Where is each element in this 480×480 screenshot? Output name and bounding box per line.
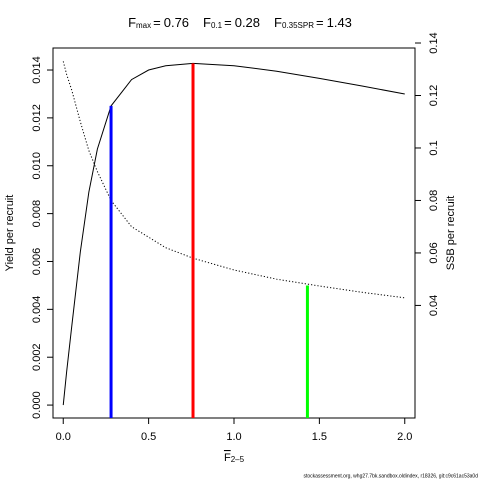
y-tick-label: 0.004: [31, 296, 43, 324]
y-tick-label: 0.010: [31, 152, 43, 180]
title-relation: =: [153, 15, 161, 30]
title-value: 1.43: [327, 15, 352, 30]
x-tick-label: 2.0: [397, 431, 412, 443]
title-relation: =: [316, 15, 324, 30]
x-tick-label: 1.0: [226, 431, 241, 443]
title-symbol: F: [274, 15, 282, 30]
x-tick-label: 0.0: [56, 431, 71, 443]
chart-title: Fmax = 0.76 F0.1 = 0.28 F0.35SPR = 1.43: [128, 15, 352, 30]
footer: stockassessment.org, whg27.7bk.sandbox.o…: [303, 473, 478, 479]
title-symbol: F: [203, 15, 211, 30]
y2-tick-label: 0.1: [428, 140, 440, 155]
y-axis-label: Yield per recruit: [4, 195, 16, 272]
y2-tick-label: 0.12: [428, 85, 440, 106]
y-tick-label: 0.008: [31, 200, 43, 228]
title-subscript: 0.1: [211, 21, 223, 30]
title-value: 0.28: [235, 15, 260, 30]
y2-tick-label: 0.08: [428, 190, 440, 211]
x-label-symbol: F: [224, 452, 231, 464]
title-relation: =: [224, 15, 232, 30]
plot-box: [52, 47, 416, 419]
y2-axis-label: SSB per recruit: [445, 196, 457, 271]
title-subscript: 0.35SPR: [282, 21, 314, 30]
x-axis-label: F2–5: [224, 452, 245, 464]
series-line: [62, 62, 405, 406]
series-line: [62, 61, 405, 299]
x-tick-label: 1.5: [312, 431, 327, 443]
y-tick-label: 0.002: [31, 343, 43, 371]
title-subscript: max: [136, 21, 151, 30]
y-tick-label: 0.000: [31, 391, 43, 419]
y-tick-label: 0.006: [31, 248, 43, 276]
x-label-subscript: 2–5: [231, 455, 245, 464]
x-tick-label: 0.5: [141, 431, 156, 443]
y2-tick-label: 0.06: [428, 242, 440, 263]
title-value: 0.76: [164, 15, 189, 30]
y-tick-label: 0.014: [31, 56, 43, 84]
y2-tick-label: 0.04: [428, 295, 440, 316]
y-tick-label: 0.012: [31, 104, 43, 132]
title-symbol: F: [128, 15, 136, 30]
y2-tick-label: 0.14: [428, 32, 440, 53]
